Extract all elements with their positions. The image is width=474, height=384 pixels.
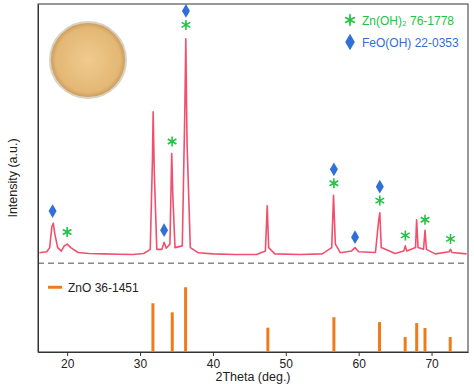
peak-marker	[182, 20, 191, 30]
x-tick-label: 70	[425, 357, 439, 371]
x-tick-mark	[140, 352, 141, 356]
x-tick-label: 40	[207, 357, 221, 371]
chart: 20 30 40 50 60 70 Zn(OH)₂ 76-1778 FeO(OH) 22-03…	[0, 0, 474, 384]
x-tick: 40	[207, 352, 221, 371]
reference-stick	[415, 323, 418, 352]
inset-photo	[50, 22, 126, 98]
marks	[39, 4, 466, 352]
x-tick: 20	[61, 352, 75, 371]
legend-symbol	[345, 34, 355, 51]
peak-marker	[401, 230, 410, 240]
peak-marker	[63, 227, 72, 237]
plot-frame	[38, 4, 468, 352]
reference-stick	[184, 287, 187, 352]
x-tick-mark	[213, 352, 214, 356]
reference-stick	[449, 337, 452, 352]
y-axis-line	[38, 5, 39, 353]
x-tick: 30	[134, 352, 148, 371]
peak-marker	[49, 204, 57, 218]
y-axis	[38, 5, 39, 353]
peak-marker	[375, 196, 384, 206]
separator	[38, 263, 468, 265]
x-axis-line	[39, 352, 469, 353]
peak-marker	[351, 230, 359, 244]
x-tick-mark	[286, 352, 287, 356]
x-tick: 60	[352, 352, 366, 371]
peak-marker	[376, 180, 384, 194]
reference-stick	[424, 328, 427, 352]
reference-stick	[151, 303, 154, 352]
reference-stick	[378, 322, 381, 352]
x-tick-label: 50	[280, 357, 294, 371]
reference-stick	[332, 317, 335, 352]
y-axis-title: Intensity (a.u.)	[6, 138, 20, 217]
x-tick-mark	[67, 352, 68, 356]
legend: Zn(OH)₂ 76-1778 FeO(OH) 22-0353 ZnO 36-145…	[48, 14, 459, 295]
peak-marker	[330, 178, 339, 188]
peak-marker	[421, 215, 430, 225]
legend-label: Zn(OH)₂ 76-1778	[362, 14, 454, 28]
x-tick: 50	[280, 352, 294, 371]
legend-label: ZnO 36-1451	[68, 281, 139, 295]
peak-marker	[446, 234, 455, 244]
x-tick-label: 20	[61, 357, 75, 371]
x-tick-mark	[432, 352, 433, 356]
x-axis-title: 2Theta (deg.)	[215, 370, 290, 384]
plot: 20 30 40 50 60 70 Zn(OH)₂ 76-1778 FeO(OH) 22-03…	[38, 4, 469, 371]
peak-marker	[330, 162, 338, 176]
x-tick-mark	[359, 352, 360, 356]
legend-symbol	[345, 14, 355, 25]
x-tick: 70	[425, 352, 439, 371]
legend-symbol	[48, 286, 62, 289]
peak-marker	[168, 136, 177, 146]
reference-stick	[171, 312, 174, 352]
reference-stick	[266, 328, 269, 352]
x-tick-label: 60	[352, 357, 366, 371]
peak-marker	[182, 4, 190, 18]
xrd-line	[39, 39, 466, 255]
peak-marker	[160, 223, 168, 237]
x-tick-label: 30	[134, 357, 148, 371]
x-axis: 20 30 40 50 60 70	[39, 352, 469, 371]
reference-stick	[404, 337, 407, 352]
legend-label: FeO(OH) 22-0353	[362, 36, 459, 50]
